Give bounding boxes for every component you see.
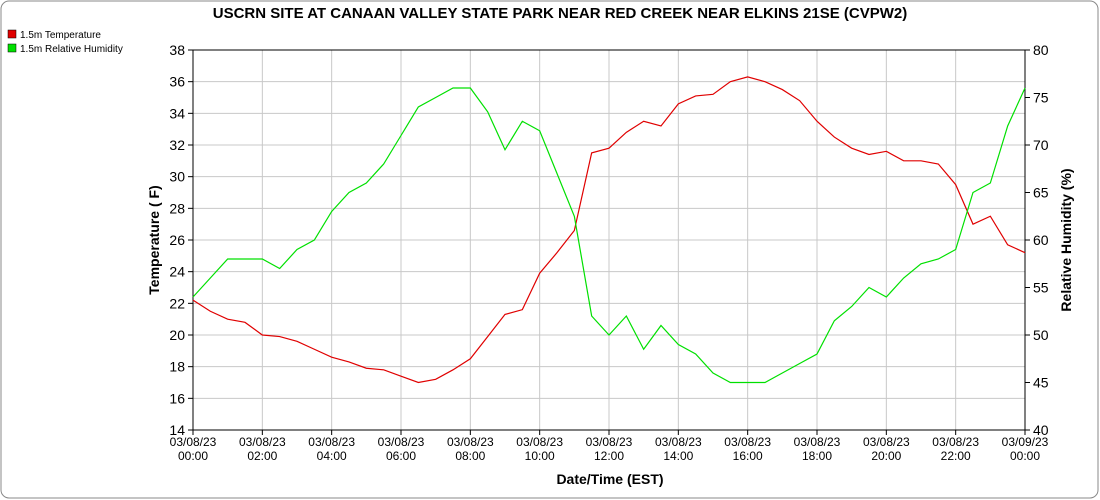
legend-swatch: [7, 43, 17, 53]
y2-axis-title: Relative Humidity (%): [1058, 168, 1074, 311]
y2-tick-label: 55: [1033, 280, 1049, 296]
y-tick-label: 16: [169, 390, 185, 406]
x-tick-label: 03/08/23 12:00: [586, 435, 633, 463]
chart-title: USCRN SITE AT CANAAN VALLEY STATE PARK N…: [213, 5, 908, 22]
x-tick-label: 03/08/23 06:00: [378, 435, 425, 463]
series-line: [192, 87, 1026, 384]
x-tick-label: 03/08/23 04:00: [308, 435, 355, 463]
x-tick-label: 03/09/23 00:00: [1002, 435, 1049, 463]
y-tick-label: 26: [169, 232, 185, 248]
y-tick-label: 32: [169, 137, 185, 153]
x-tick-label: 03/08/23 20:00: [863, 435, 910, 463]
x-tick-label: 03/08/23 16:00: [724, 435, 771, 463]
x-tick-label: 03/08/23 02:00: [239, 435, 286, 463]
y-tick-label: 36: [169, 74, 185, 90]
y2-tick-label: 80: [1033, 42, 1049, 58]
x-axis-title: Date/Time (EST): [556, 471, 663, 487]
y2-tick-label: 65: [1033, 185, 1049, 201]
x-tick-label: 03/08/23 10:00: [516, 435, 563, 463]
y-axis-title: Temperature ( F): [146, 185, 162, 294]
x-tick-label: 03/08/23 08:00: [447, 435, 494, 463]
x-tick-label: 03/08/23 14:00: [655, 435, 702, 463]
y-tick-label: 18: [169, 359, 185, 375]
legend-swatch: [7, 29, 17, 39]
y2-tick-label: 45: [1033, 375, 1049, 391]
y-tick-label: 14: [169, 422, 185, 438]
y-tick-label: 24: [169, 264, 185, 280]
y2-tick-label: 75: [1033, 90, 1049, 106]
plot-border: [192, 49, 1026, 431]
legend-label: 1.5m Relative Humidity: [20, 44, 123, 55]
y-tick-label: 30: [169, 169, 185, 185]
y2-tick-label: 50: [1033, 327, 1049, 343]
y-tick-label: 20: [169, 327, 185, 343]
y-tick-label: 38: [169, 42, 185, 58]
x-tick-label: 03/08/23 22:00: [932, 435, 979, 463]
legend-label: 1.5m Temperature: [20, 30, 101, 41]
y2-tick-label: 60: [1033, 232, 1049, 248]
x-tick-label: 03/08/23 00:00: [170, 435, 217, 463]
y2-tick-label: 70: [1033, 137, 1049, 153]
y-tick-label: 22: [169, 295, 185, 311]
x-tick-label: 03/08/23 18:00: [794, 435, 841, 463]
y2-tick-label: 40: [1033, 422, 1049, 438]
y-tick-label: 34: [169, 105, 185, 121]
series-line: [192, 76, 1026, 384]
y-tick-label: 28: [169, 200, 185, 216]
